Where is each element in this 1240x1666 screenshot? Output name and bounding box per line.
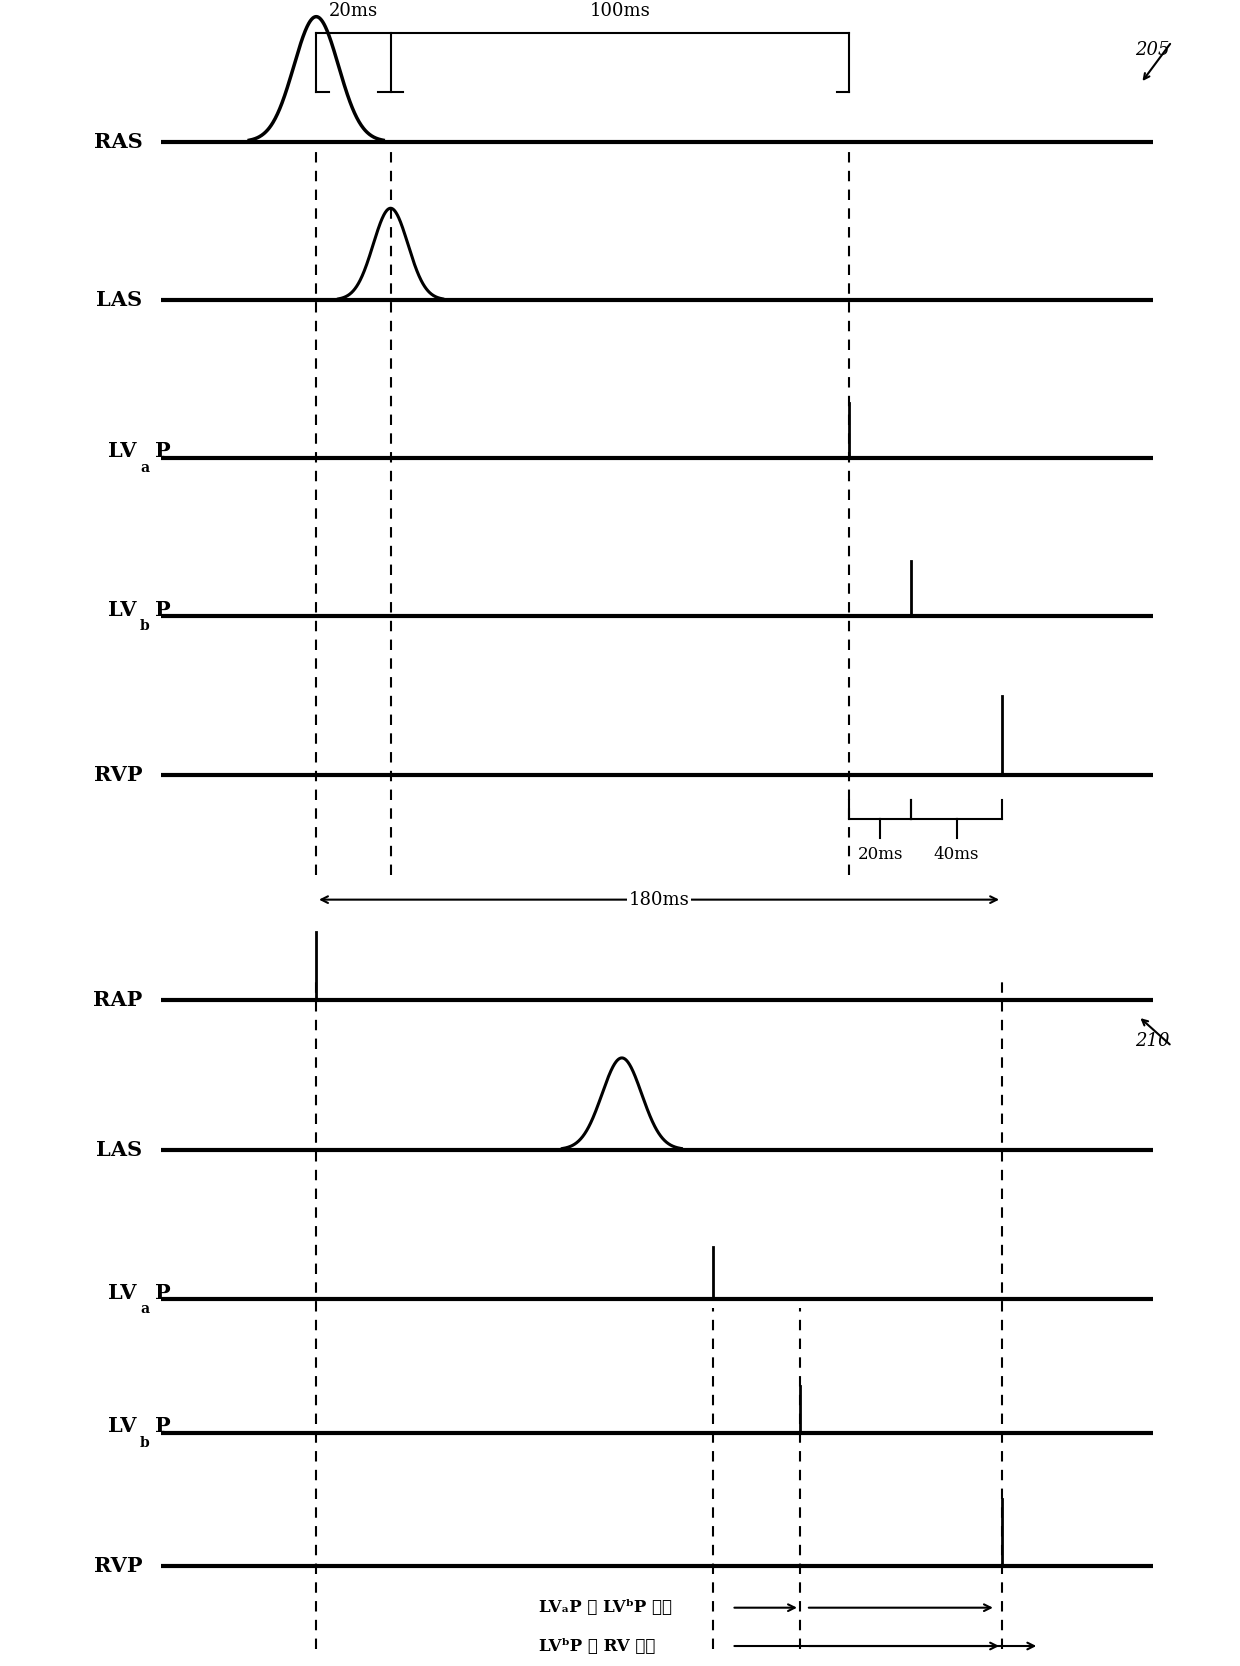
Text: 40ms: 40ms — [934, 846, 980, 863]
Text: LV: LV — [108, 600, 136, 620]
Text: LVₐP 到 LVᵇP 延迟: LVₐP 到 LVᵇP 延迟 — [539, 1599, 672, 1616]
Text: LV: LV — [108, 441, 136, 461]
Text: RAP: RAP — [93, 990, 143, 1010]
Text: LV: LV — [108, 1416, 136, 1436]
Text: LAS: LAS — [97, 1140, 143, 1160]
Text: LAS: LAS — [97, 290, 143, 310]
Text: a: a — [140, 1303, 149, 1316]
Text: LVᵇP 到 RV 延迟: LVᵇP 到 RV 延迟 — [539, 1638, 656, 1654]
Text: P: P — [155, 1416, 171, 1436]
Text: LV: LV — [108, 1283, 136, 1303]
Text: 100ms: 100ms — [590, 2, 650, 20]
Text: P: P — [155, 1283, 171, 1303]
Text: 210: 210 — [1135, 1033, 1169, 1050]
Text: b: b — [140, 620, 150, 633]
Text: b: b — [140, 1436, 150, 1449]
Text: RVP: RVP — [94, 765, 143, 785]
Text: 205: 205 — [1135, 42, 1169, 58]
Text: RAS: RAS — [94, 132, 143, 152]
Text: 180ms: 180ms — [629, 891, 689, 908]
Text: P: P — [155, 600, 171, 620]
Text: 20ms: 20ms — [329, 2, 378, 20]
Text: P: P — [155, 441, 171, 461]
Text: a: a — [140, 461, 149, 475]
Text: RVP: RVP — [94, 1556, 143, 1576]
Text: 20ms: 20ms — [858, 846, 903, 863]
